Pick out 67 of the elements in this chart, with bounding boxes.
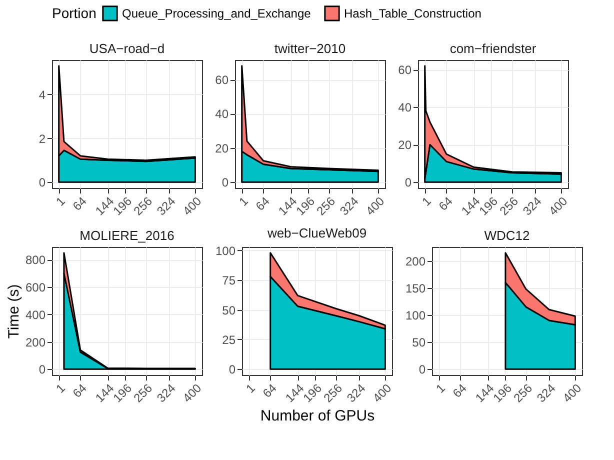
x-tick-label: 324 (154, 194, 178, 218)
legend-label: Queue_Processing_and_Exchange (122, 6, 312, 20)
x-tick-label: 400 (180, 380, 204, 406)
x-tick-label: 400 (180, 194, 204, 218)
x-tick-label: 256 (496, 194, 522, 218)
chart-title: WDC12 (484, 228, 530, 243)
x-axis-title: Number of GPUs (260, 407, 375, 424)
x-tick-label: 324 (534, 380, 558, 406)
y-tick-label: 600 (25, 280, 46, 295)
y-tick-label: 100 (215, 244, 236, 258)
y-tick-label: 75 (222, 274, 236, 288)
x-tick-label: 256 (510, 380, 536, 406)
x-tick-label: 64 (450, 380, 470, 400)
chart-title: twitter−2010 (274, 41, 346, 56)
x-tick-label: 400 (363, 194, 388, 218)
x-tick-label: 64 (253, 194, 273, 214)
y-tick-label: 50 (222, 303, 236, 318)
x-tick-label: 1 (419, 194, 434, 209)
x-tick-label: 324 (337, 194, 362, 218)
x-tick-label: 256 (130, 194, 156, 218)
y-tick-label: 0 (38, 362, 46, 377)
y-tick-label: 4 (38, 88, 46, 102)
chart-title: USA−road−d (89, 41, 165, 56)
y-tick-label: 50 (412, 336, 426, 350)
y-tick-label: 150 (405, 282, 426, 296)
y-tick-label: 0 (228, 362, 236, 377)
y-tick-label: 20 (398, 138, 412, 152)
y-tick-label: 200 (405, 254, 426, 268)
y-tick-label: 0 (222, 176, 229, 190)
y-tick-label: 100 (405, 308, 426, 323)
x-tick-label: 324 (344, 380, 368, 406)
y-tick-label: 0 (404, 176, 412, 190)
x-tick-label: 64 (260, 380, 280, 400)
chart-title: web−ClueWeb09 (266, 225, 367, 240)
chart-title: com−friendster (450, 41, 537, 56)
y-tick-label: 2 (38, 132, 46, 146)
legend-label: Hash_Table_Construction (344, 6, 482, 20)
y-tick-label: 20 (215, 141, 229, 156)
x-tick-label: 64 (70, 380, 90, 400)
y-tick-label: 200 (25, 335, 46, 350)
y-tick-label: 0 (38, 176, 46, 190)
x-tick-label: 256 (130, 380, 156, 406)
x-tick-label: 256 (314, 194, 338, 218)
x-tick-label: 400 (560, 380, 584, 406)
x-tick-label: 256 (320, 380, 346, 406)
x-tick-label: 1 (433, 380, 448, 396)
y-tick-label: 40 (398, 100, 412, 115)
x-tick-label: 400 (370, 380, 394, 406)
y-tick-label: 40 (215, 107, 229, 122)
legend-title: Portion (52, 5, 96, 21)
y-tick-label: 60 (215, 73, 229, 88)
chart-title: MOLIERE_2016 (80, 228, 174, 243)
x-tick-label: 1 (236, 194, 252, 209)
y-tick-label: 800 (25, 253, 46, 268)
x-tick-label: 1 (53, 380, 68, 396)
y-tick-label: 25 (222, 332, 236, 347)
x-tick-label: 1 (243, 380, 258, 396)
x-tick-label: 1 (53, 194, 68, 209)
x-tick-label: 324 (520, 194, 544, 218)
x-tick-label: 400 (546, 194, 570, 218)
y-tick-label: 400 (25, 308, 46, 322)
y-tick-label: 60 (398, 63, 412, 78)
y-axis-title: Time (s) (5, 284, 22, 339)
x-tick-label: 324 (154, 380, 178, 406)
y-tick-label: 0 (418, 362, 426, 377)
x-tick-label: 64 (436, 194, 456, 214)
x-tick-label: 64 (70, 194, 90, 214)
